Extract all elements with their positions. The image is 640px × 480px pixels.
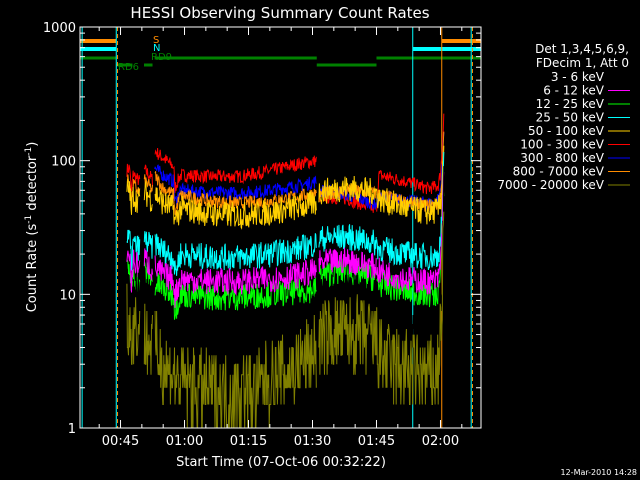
series-7000to20000keV-line bbox=[126, 211, 445, 429]
y-tick-label: 10 bbox=[59, 288, 76, 303]
legend-entry-label: 3 - 6 keV bbox=[551, 70, 605, 84]
y-axis-ticks: 1 10 100 1000 bbox=[43, 21, 481, 437]
legend-entry-label: 12 - 25 keV bbox=[536, 97, 605, 111]
x-axis-ticks: 00:45 01:00 01:15 01:30 01:45 02:00 bbox=[98, 27, 463, 449]
legend-header-detectors: Det 1,3,4,5,6,9, bbox=[535, 42, 629, 56]
y-axis-title: Count Rate (s-1 detector-1) bbox=[24, 142, 40, 313]
y-axis-title-exp2: -1 bbox=[24, 147, 34, 156]
x-axis-title: Start Time (07-Oct-06 00:32:22) bbox=[176, 455, 386, 470]
legend-entry-label: 800 - 7000 keV bbox=[513, 165, 605, 179]
legend-entry-label: 7000 - 20000 keV bbox=[497, 178, 604, 192]
series-800to7000keV-line bbox=[126, 131, 445, 217]
flag-label: S bbox=[153, 35, 159, 46]
x-tick-label: 01:45 bbox=[358, 434, 395, 449]
legend-entry-label: 50 - 100 keV bbox=[528, 124, 605, 138]
y-axis-title-exp1: -1 bbox=[24, 215, 34, 224]
series-lines bbox=[126, 113, 445, 429]
observing-flags bbox=[80, 39, 481, 67]
generation-timestamp: 12-Mar-2010 14:28 bbox=[561, 468, 638, 477]
series-50to100keV-line bbox=[126, 145, 445, 230]
legend-entry-label: 6 - 12 keV bbox=[543, 84, 605, 98]
flag-label: RD9 bbox=[151, 52, 172, 63]
x-tick-label: 00:45 bbox=[102, 434, 139, 449]
y-axis-title-part2: detector bbox=[25, 155, 40, 215]
x-tick-label: 01:15 bbox=[230, 434, 267, 449]
legend-entry-label: 100 - 300 keV bbox=[520, 138, 604, 152]
x-tick-label: 02:00 bbox=[422, 434, 459, 449]
flag-label: N bbox=[153, 43, 160, 54]
chart-title: HESSI Observing Summary Count Rates bbox=[130, 4, 429, 22]
series-6to12keV-line bbox=[126, 172, 445, 308]
legend: Det 1,3,4,5,6,9, FDecim 1, Att 0 3 - 6 k… bbox=[497, 42, 630, 192]
flag-label: RD6 bbox=[118, 62, 139, 73]
legend-header-decimation: FDecim 1, Att 0 bbox=[536, 56, 629, 70]
y-tick-label: 1000 bbox=[43, 21, 76, 36]
series-25to50keV-line bbox=[126, 151, 445, 276]
series-100to300keV-line bbox=[126, 113, 445, 213]
x-tick-label: 01:30 bbox=[294, 434, 331, 449]
y-tick-label: 1 bbox=[68, 422, 76, 437]
legend-entry-label: 25 - 50 keV bbox=[536, 111, 605, 125]
x-tick-label: 01:00 bbox=[166, 434, 203, 449]
y-axis-title-part1: Count Rate (s bbox=[25, 224, 40, 313]
plot-frame bbox=[79, 26, 482, 429]
legend-entry-label: 300 - 800 keV bbox=[520, 151, 604, 165]
y-tick-label: 100 bbox=[51, 155, 76, 170]
y-axis-title-part3: ) bbox=[25, 142, 40, 147]
